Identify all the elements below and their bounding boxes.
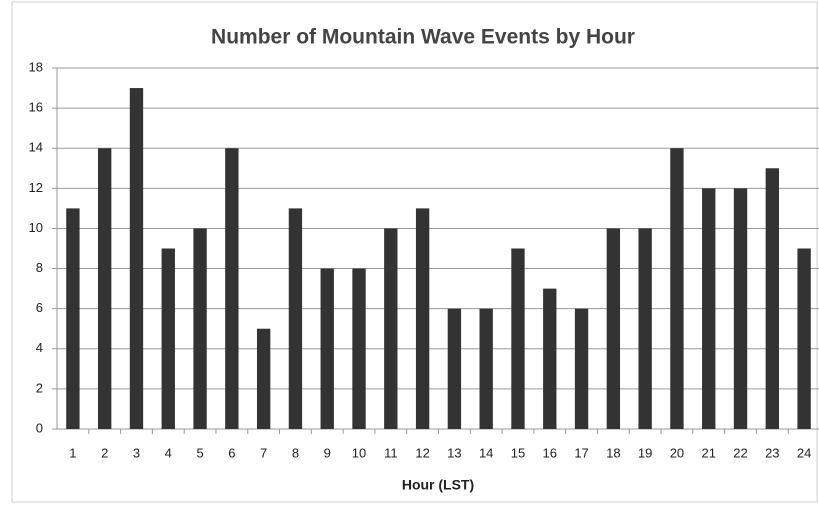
x-axis-label: Hour (LST) [402, 477, 474, 493]
y-tick-label: 8 [36, 260, 43, 275]
bar [415, 208, 430, 429]
bar [574, 308, 589, 429]
bar [670, 148, 684, 429]
y-tick-label: 2 [36, 380, 43, 395]
x-tick-label: 17 [574, 445, 588, 460]
x-tick-label: 6 [228, 445, 235, 460]
bar [733, 188, 748, 429]
y-tick-label: 12 [29, 180, 43, 195]
x-tick-label: 18 [606, 445, 620, 460]
bar [288, 208, 303, 429]
x-tick-label: 23 [765, 445, 779, 460]
x-tick-label: 22 [733, 445, 747, 460]
x-tick-label: 24 [797, 445, 811, 460]
bar [129, 88, 144, 430]
x-tick-label: 13 [447, 445, 461, 460]
y-tick-label: 14 [29, 140, 43, 155]
bar [384, 228, 398, 429]
x-tick-label: 5 [196, 445, 203, 460]
bar [702, 188, 716, 429]
bar [66, 208, 80, 429]
x-tick-label: 16 [543, 445, 557, 460]
bar [447, 308, 462, 429]
x-tick-label: 4 [165, 445, 172, 460]
x-tick-label: 11 [384, 445, 398, 460]
bar [193, 228, 207, 429]
y-tick-label: 10 [29, 220, 43, 235]
bar [352, 268, 366, 429]
bar [161, 248, 175, 429]
x-tick-label: 14 [479, 445, 493, 460]
bar [98, 148, 112, 429]
bar [256, 328, 271, 429]
bar [511, 248, 525, 429]
y-tick-label: 4 [36, 340, 43, 355]
x-tick-label: 3 [133, 445, 140, 460]
y-tick-label: 0 [36, 420, 43, 435]
y-tick-label: 18 [29, 59, 43, 74]
x-tick-label: 20 [670, 445, 684, 460]
x-tick-label: 1 [69, 445, 76, 460]
bar [797, 248, 811, 429]
bar [638, 228, 652, 429]
bar [479, 308, 493, 429]
y-tick-label: 16 [29, 100, 43, 115]
x-tick-label: 10 [352, 445, 366, 460]
x-tick-label: 9 [324, 445, 331, 460]
bar [543, 288, 557, 429]
chart-title: Number of Mountain Wave Events by Hour [211, 26, 635, 49]
x-tick-label: 2 [101, 445, 108, 460]
chart-frame [11, 1, 818, 503]
bar [320, 268, 334, 429]
x-tick-label: 21 [701, 445, 715, 460]
x-tick-label: 12 [415, 445, 429, 460]
x-tick-label: 15 [511, 445, 525, 460]
bar [606, 228, 621, 429]
bar [765, 168, 779, 429]
x-tick-label: 8 [292, 445, 299, 460]
x-tick-label: 19 [638, 445, 652, 460]
bar [225, 148, 239, 429]
x-tick-label: 7 [260, 445, 267, 460]
y-tick-label: 6 [36, 300, 43, 315]
